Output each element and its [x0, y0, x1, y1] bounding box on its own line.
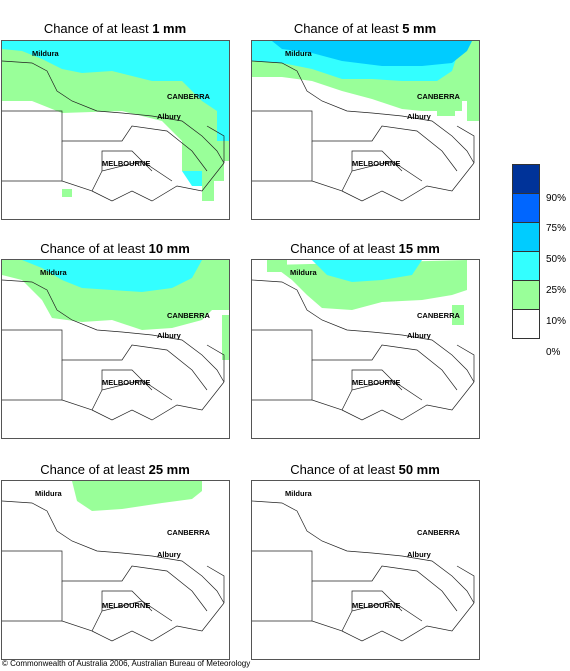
place-albury: Albury — [157, 112, 182, 121]
legend-swatch-25 — [512, 251, 540, 281]
boundaries-15mm — [252, 279, 475, 421]
rain-map-1mm: Mildura CANBERRA Albury MELBOURNE — [1, 40, 230, 220]
place-melbourne: MELBOURNE — [352, 601, 400, 610]
place-melbourne: MELBOURNE — [352, 159, 400, 168]
place-canberra: CANBERRA — [167, 528, 211, 537]
place-canberra: CANBERRA — [167, 92, 211, 101]
probability-fill-10mm — [2, 260, 229, 360]
legend-swatch-10 — [512, 280, 540, 310]
place-albury: Albury — [407, 331, 432, 340]
legend-label-0: 0% — [546, 347, 561, 358]
map-svg-10mm: Mildura CANBERRA Albury MELBOURNE — [2, 260, 229, 421]
legend-label-75: 75% — [546, 223, 567, 234]
place-melbourne: MELBOURNE — [102, 159, 150, 168]
legend-swatch-0 — [512, 309, 540, 339]
legend-label-50: 50% — [546, 254, 567, 265]
place-mildura: Mildura — [32, 49, 59, 58]
place-mildura: Mildura — [290, 268, 317, 277]
place-melbourne: MELBOURNE — [102, 378, 150, 387]
place-canberra: CANBERRA — [167, 311, 211, 320]
place-albury: Albury — [157, 550, 182, 559]
rain-map-25mm: Mildura CANBERRA Albury MELBOURNE — [1, 480, 230, 660]
panel-title-1mm: Chance of at least 1 mm — [43, 21, 187, 36]
map-svg-25mm: Mildura CANBERRA Albury MELBOURNE — [2, 481, 225, 642]
legend-label-25: 25% — [546, 285, 567, 296]
boundaries-10mm — [2, 279, 225, 421]
legend-label-90: 90% — [546, 193, 567, 204]
rain-map-50mm: Mildura CANBERRA Albury MELBOURNE — [251, 480, 480, 660]
map-svg-50mm: Mildura CANBERRA Albury MELBOURNE — [252, 489, 475, 642]
boundaries-1mm — [2, 60, 225, 202]
place-canberra: CANBERRA — [417, 311, 461, 320]
place-mildura: Mildura — [285, 49, 312, 58]
legend-label-10: 10% — [546, 316, 567, 327]
boundaries-25mm — [2, 500, 225, 642]
map-svg-15mm: Mildura CANBERRA Albury MELBOURNE — [252, 260, 475, 421]
rain-map-5mm: Mildura CANBERRA Albury MELBOURNE — [251, 40, 480, 220]
place-melbourne: MELBOURNE — [102, 601, 150, 610]
place-melbourne: MELBOURNE — [352, 378, 400, 387]
legend-swatch-90 — [512, 164, 540, 194]
probability-fill-5mm — [252, 41, 479, 121]
legend-swatch-75 — [512, 193, 540, 223]
rain-map-10mm: Mildura CANBERRA Albury MELBOURNE — [1, 259, 230, 439]
place-mildura: Mildura — [35, 489, 62, 498]
legend-swatch-50 — [512, 222, 540, 252]
boundaries-50mm — [252, 500, 475, 642]
place-canberra: CANBERRA — [417, 528, 461, 537]
place-mildura: Mildura — [40, 268, 67, 277]
rain-map-15mm: Mildura CANBERRA Albury MELBOURNE — [251, 259, 480, 439]
place-albury: Albury — [157, 331, 182, 340]
panel-title-50mm: Chance of at least 50 mm — [290, 462, 440, 477]
boundaries-5mm — [252, 60, 475, 202]
probability-legend — [512, 164, 540, 339]
panel-title-5mm: Chance of at least 5 mm — [293, 21, 437, 36]
probability-fill-25mm — [72, 481, 202, 511]
place-albury: Albury — [407, 550, 432, 559]
panel-title-25mm: Chance of at least 25 mm — [40, 462, 190, 477]
place-canberra: CANBERRA — [417, 92, 461, 101]
place-mildura: Mildura — [285, 489, 312, 498]
panel-title-15mm: Chance of at least 15 mm — [290, 241, 440, 256]
map-svg-1mm: Mildura CANBERRA Albury MELBOURNE — [2, 41, 229, 202]
panel-title-10mm: Chance of at least 10 mm — [40, 241, 190, 256]
copyright-notice: © Commonwealth of Australia 2006, Austra… — [2, 659, 251, 668]
probability-fill-1mm — [2, 41, 229, 201]
probability-fill-15mm — [267, 260, 467, 325]
map-svg-5mm: Mildura CANBERRA Albury MELBOURNE — [252, 41, 479, 202]
place-albury: Albury — [407, 112, 432, 121]
